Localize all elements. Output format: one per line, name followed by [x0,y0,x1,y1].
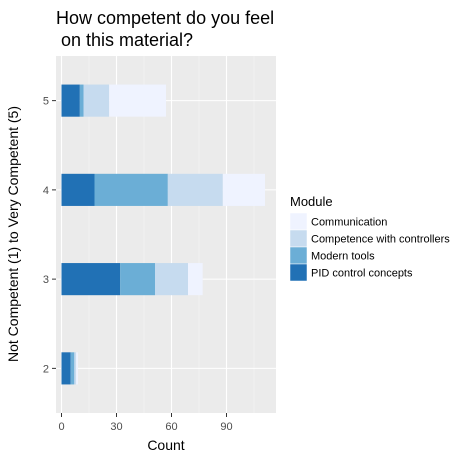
bars [61,84,265,385]
bar-segment [76,352,78,385]
bar-segment [94,173,168,206]
bar-segment [222,173,265,206]
bar-segment [61,173,95,206]
bar-segment [109,84,166,117]
chart-title-line-2: on this material? [56,30,193,50]
y-tick-label: 3 [43,274,49,286]
bar-segment [120,263,155,296]
legend-label: PID control concepts [311,268,413,280]
x-axis-title: Count [147,437,184,453]
bar-segment [167,173,223,206]
bar-segment [61,263,121,296]
bar-segment [74,352,77,385]
y-axis-title: Not Competent (1) to Very Competent (5) [5,106,21,362]
bar-segment [79,84,84,117]
legend-title: Module [290,194,333,209]
y-axis: 2 3 4 5 [43,96,56,375]
legend-key [289,246,308,265]
legend-label: Competence with controllers [311,234,450,246]
chart-title: How competent do you feel on this materi… [56,8,274,50]
bar-segment [61,352,71,385]
y-tick-label: 5 [43,96,49,108]
x-axis: 0 30 60 90 [58,413,233,433]
bar-segment [188,263,203,296]
y-tick-label: 2 [43,363,49,375]
x-tick-label: 0 [58,421,64,433]
bar-segment [155,263,188,296]
y-tick-label: 4 [43,185,49,197]
x-tick-label: 90 [220,421,232,433]
legend-key [289,229,308,248]
x-tick-label: 60 [165,421,177,433]
chart-title-line-1: How competent do you feel [56,8,274,28]
bar-segment [70,352,75,385]
legend-label: Communication [311,217,387,229]
bar-segment [83,84,110,117]
x-tick-label: 30 [110,421,122,433]
legend-key [289,212,308,231]
legend-key [289,263,308,282]
bar-segment [61,84,80,117]
legend-label: Modern tools [311,251,375,263]
legend: Module Communication Competence with cont… [289,194,450,282]
